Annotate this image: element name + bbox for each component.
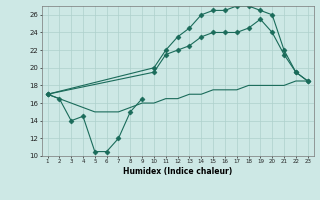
X-axis label: Humidex (Indice chaleur): Humidex (Indice chaleur) [123, 167, 232, 176]
